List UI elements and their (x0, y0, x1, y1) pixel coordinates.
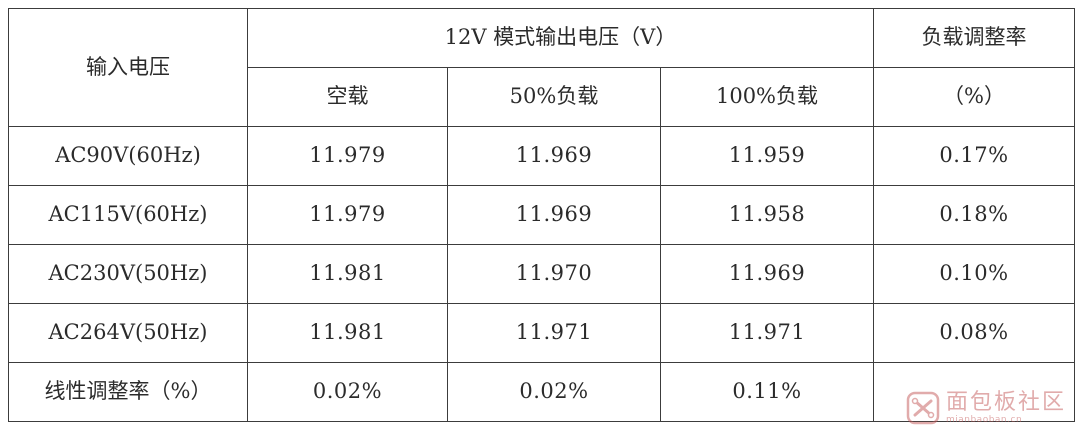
full-load-cell: 11.969 (660, 244, 874, 304)
voltage-regulation-table: 输入电压 12V 模式输出电压（V） 负载调整率 空载 50%负载 100%负载… (8, 8, 1075, 422)
half-load-cell: 0.02% (447, 362, 661, 422)
full-load-cell: 11.971 (660, 303, 874, 363)
load-regulation-cell: 0.17% (873, 126, 1075, 186)
table-row: AC115V(60Hz) 11.979 11.969 11.958 0.18% (8, 185, 1075, 245)
full-load-cell: 11.959 (660, 126, 874, 186)
load-regulation-cell: 0.10% (873, 244, 1075, 304)
no-load-cell: 11.981 (247, 244, 448, 304)
input-voltage-header: 输入电压 (8, 8, 248, 127)
line-regulation-row: 线性调整率（%） 0.02% 0.02% 0.11% (8, 362, 1075, 422)
header-row-2: 空载 50%负载 100%负载 （%） (9, 67, 1075, 127)
output-voltage-group-header: 12V 模式输出电压（V） (247, 8, 874, 68)
load-regulation-cell: 0.18% (873, 185, 1075, 245)
half-load-cell: 11.971 (447, 303, 661, 363)
half-load-cell: 11.969 (447, 126, 661, 186)
header-row-1: 输入电压 12V 模式输出电压（V） 负载调整率 (8, 8, 1075, 127)
load-regulation-header: 负载调整率 (873, 8, 1075, 68)
no-load-cell: 0.02% (247, 362, 448, 422)
half-load-cell: 11.970 (447, 244, 661, 304)
input-voltage-cell: AC115V(60Hz) (8, 185, 248, 245)
half-load-cell: 11.969 (447, 185, 661, 245)
table-row: AC90V(60Hz) 11.979 11.969 11.959 0.17% (8, 126, 1075, 186)
full-load-cell: 11.958 (660, 185, 874, 245)
no-load-cell: 11.979 (247, 185, 448, 245)
line-regulation-label: 线性调整率（%） (8, 362, 248, 422)
load-regulation-unit: （%） (873, 67, 1075, 127)
input-voltage-cell: AC90V(60Hz) (8, 126, 248, 186)
no-load-cell: 11.979 (247, 126, 448, 186)
load-regulation-cell: 0.08% (873, 303, 1075, 363)
table-row: AC264V(50Hz) 11.981 11.971 11.971 0.08% (8, 303, 1075, 363)
half-load-header: 50%负载 (447, 67, 661, 127)
no-load-header: 空载 (247, 67, 448, 127)
no-load-cell: 11.981 (247, 303, 448, 363)
full-load-cell: 0.11% (660, 362, 874, 422)
load-regulation-cell (873, 362, 1075, 422)
table-row: AC230V(50Hz) 11.981 11.970 11.969 0.10% (8, 244, 1075, 304)
input-voltage-cell: AC230V(50Hz) (8, 244, 248, 304)
full-load-header: 100%负载 (660, 67, 874, 127)
input-voltage-cell: AC264V(50Hz) (8, 303, 248, 363)
